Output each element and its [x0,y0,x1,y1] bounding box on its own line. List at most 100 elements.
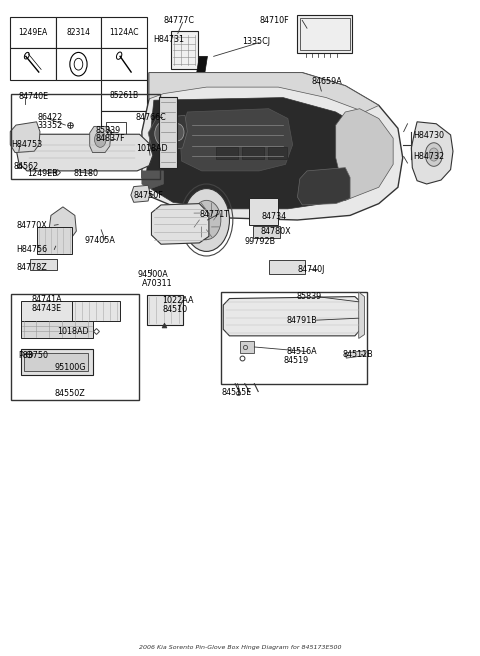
Circle shape [95,132,106,148]
Polygon shape [179,56,207,184]
Text: 84740J: 84740J [298,264,325,274]
Text: 33352: 33352 [37,121,62,130]
Text: 1022AA: 1022AA [162,296,194,305]
Bar [21,321,93,338]
Bar [147,295,182,325]
Bar [242,148,264,159]
Text: 1018AD: 1018AD [57,327,89,337]
Circle shape [171,124,184,141]
Text: 84771T: 84771T [199,210,229,218]
Circle shape [429,148,439,161]
Text: 97405A: 97405A [84,236,115,245]
Polygon shape [298,168,350,205]
Text: 84659A: 84659A [312,77,343,86]
Bar [101,80,147,112]
Text: 84510: 84510 [162,305,188,314]
Text: 82314: 82314 [66,28,90,37]
Text: H84732: H84732 [413,152,444,161]
Polygon shape [16,134,153,171]
Text: 84741A: 84741A [32,295,62,304]
Polygon shape [148,115,187,152]
Bar [300,18,350,51]
Text: 99792B: 99792B [245,237,276,246]
Polygon shape [345,351,365,358]
Text: 84515E: 84515E [222,388,252,397]
Circle shape [183,188,229,251]
Polygon shape [147,98,379,209]
Bar [101,17,147,49]
Bar [21,349,93,375]
Text: A70311: A70311 [143,279,173,288]
Bar [56,49,101,80]
Polygon shape [48,207,76,241]
Text: 84791B: 84791B [287,316,318,325]
Text: 81180: 81180 [73,169,98,178]
Circle shape [425,143,443,167]
Text: 1018AD: 1018AD [136,144,168,153]
Text: 84740E: 84740E [19,92,49,101]
Text: 84550Z: 84550Z [54,389,85,398]
Text: 84562: 84562 [13,162,38,171]
Text: 84743E: 84743E [32,304,62,313]
Bar [101,49,147,80]
Bar [30,258,57,270]
Text: H84756: H84756 [16,245,47,254]
Polygon shape [142,73,403,220]
Bar [170,31,198,69]
Bar [106,123,126,137]
Text: 86422: 86422 [37,113,62,122]
Bar [158,97,177,168]
Text: H84753: H84753 [11,140,42,149]
Bar [36,226,72,254]
Polygon shape [223,297,360,336]
Text: 84512B: 84512B [343,350,373,359]
Text: 84710F: 84710F [259,16,289,25]
Polygon shape [149,73,379,112]
Polygon shape [131,185,150,202]
Text: 84516A: 84516A [287,347,318,356]
Bar [268,148,287,159]
Text: 1249EB: 1249EB [27,169,58,178]
Text: H84731: H84731 [153,35,184,45]
Polygon shape [359,292,364,338]
Bar [298,15,352,53]
Bar [101,112,147,143]
Bar [253,226,280,237]
Polygon shape [10,122,40,153]
Text: 84734: 84734 [262,213,287,221]
Bar [21,300,93,321]
Text: 1124AC: 1124AC [109,28,139,37]
Bar [249,198,278,224]
Polygon shape [90,127,111,153]
Text: 84837F: 84837F [96,134,125,142]
Polygon shape [411,122,453,184]
Text: 84766C: 84766C [136,113,167,122]
Circle shape [192,200,221,239]
Text: 1249EA: 1249EA [18,28,48,37]
Text: 85839: 85839 [297,292,322,301]
Text: 95100G: 95100G [54,363,86,372]
Text: 84780X: 84780X [260,226,291,236]
Polygon shape [336,109,393,200]
Text: 84770X: 84770X [16,220,47,230]
Bar [10,49,56,80]
Circle shape [155,122,172,146]
Text: P83750: P83750 [18,351,48,360]
Text: 84519: 84519 [283,356,308,365]
Bar [11,294,140,400]
Bar [56,17,101,49]
Polygon shape [180,109,293,171]
Bar [72,300,120,321]
Text: 84750F: 84750F [134,191,164,199]
Polygon shape [142,171,163,189]
Text: 85839: 85839 [96,126,120,134]
Text: 1335CJ: 1335CJ [242,37,270,46]
Polygon shape [240,341,254,353]
Text: 84778Z: 84778Z [16,263,47,272]
Bar [10,17,56,49]
Text: 84777C: 84777C [163,16,194,26]
Bar [24,353,88,371]
Bar [216,148,238,159]
Text: 2006 Kia Sorento Pin-Glove Box Hinge Diagram for 845173E500: 2006 Kia Sorento Pin-Glove Box Hinge Dia… [139,645,341,650]
Text: 94500A: 94500A [138,270,168,279]
